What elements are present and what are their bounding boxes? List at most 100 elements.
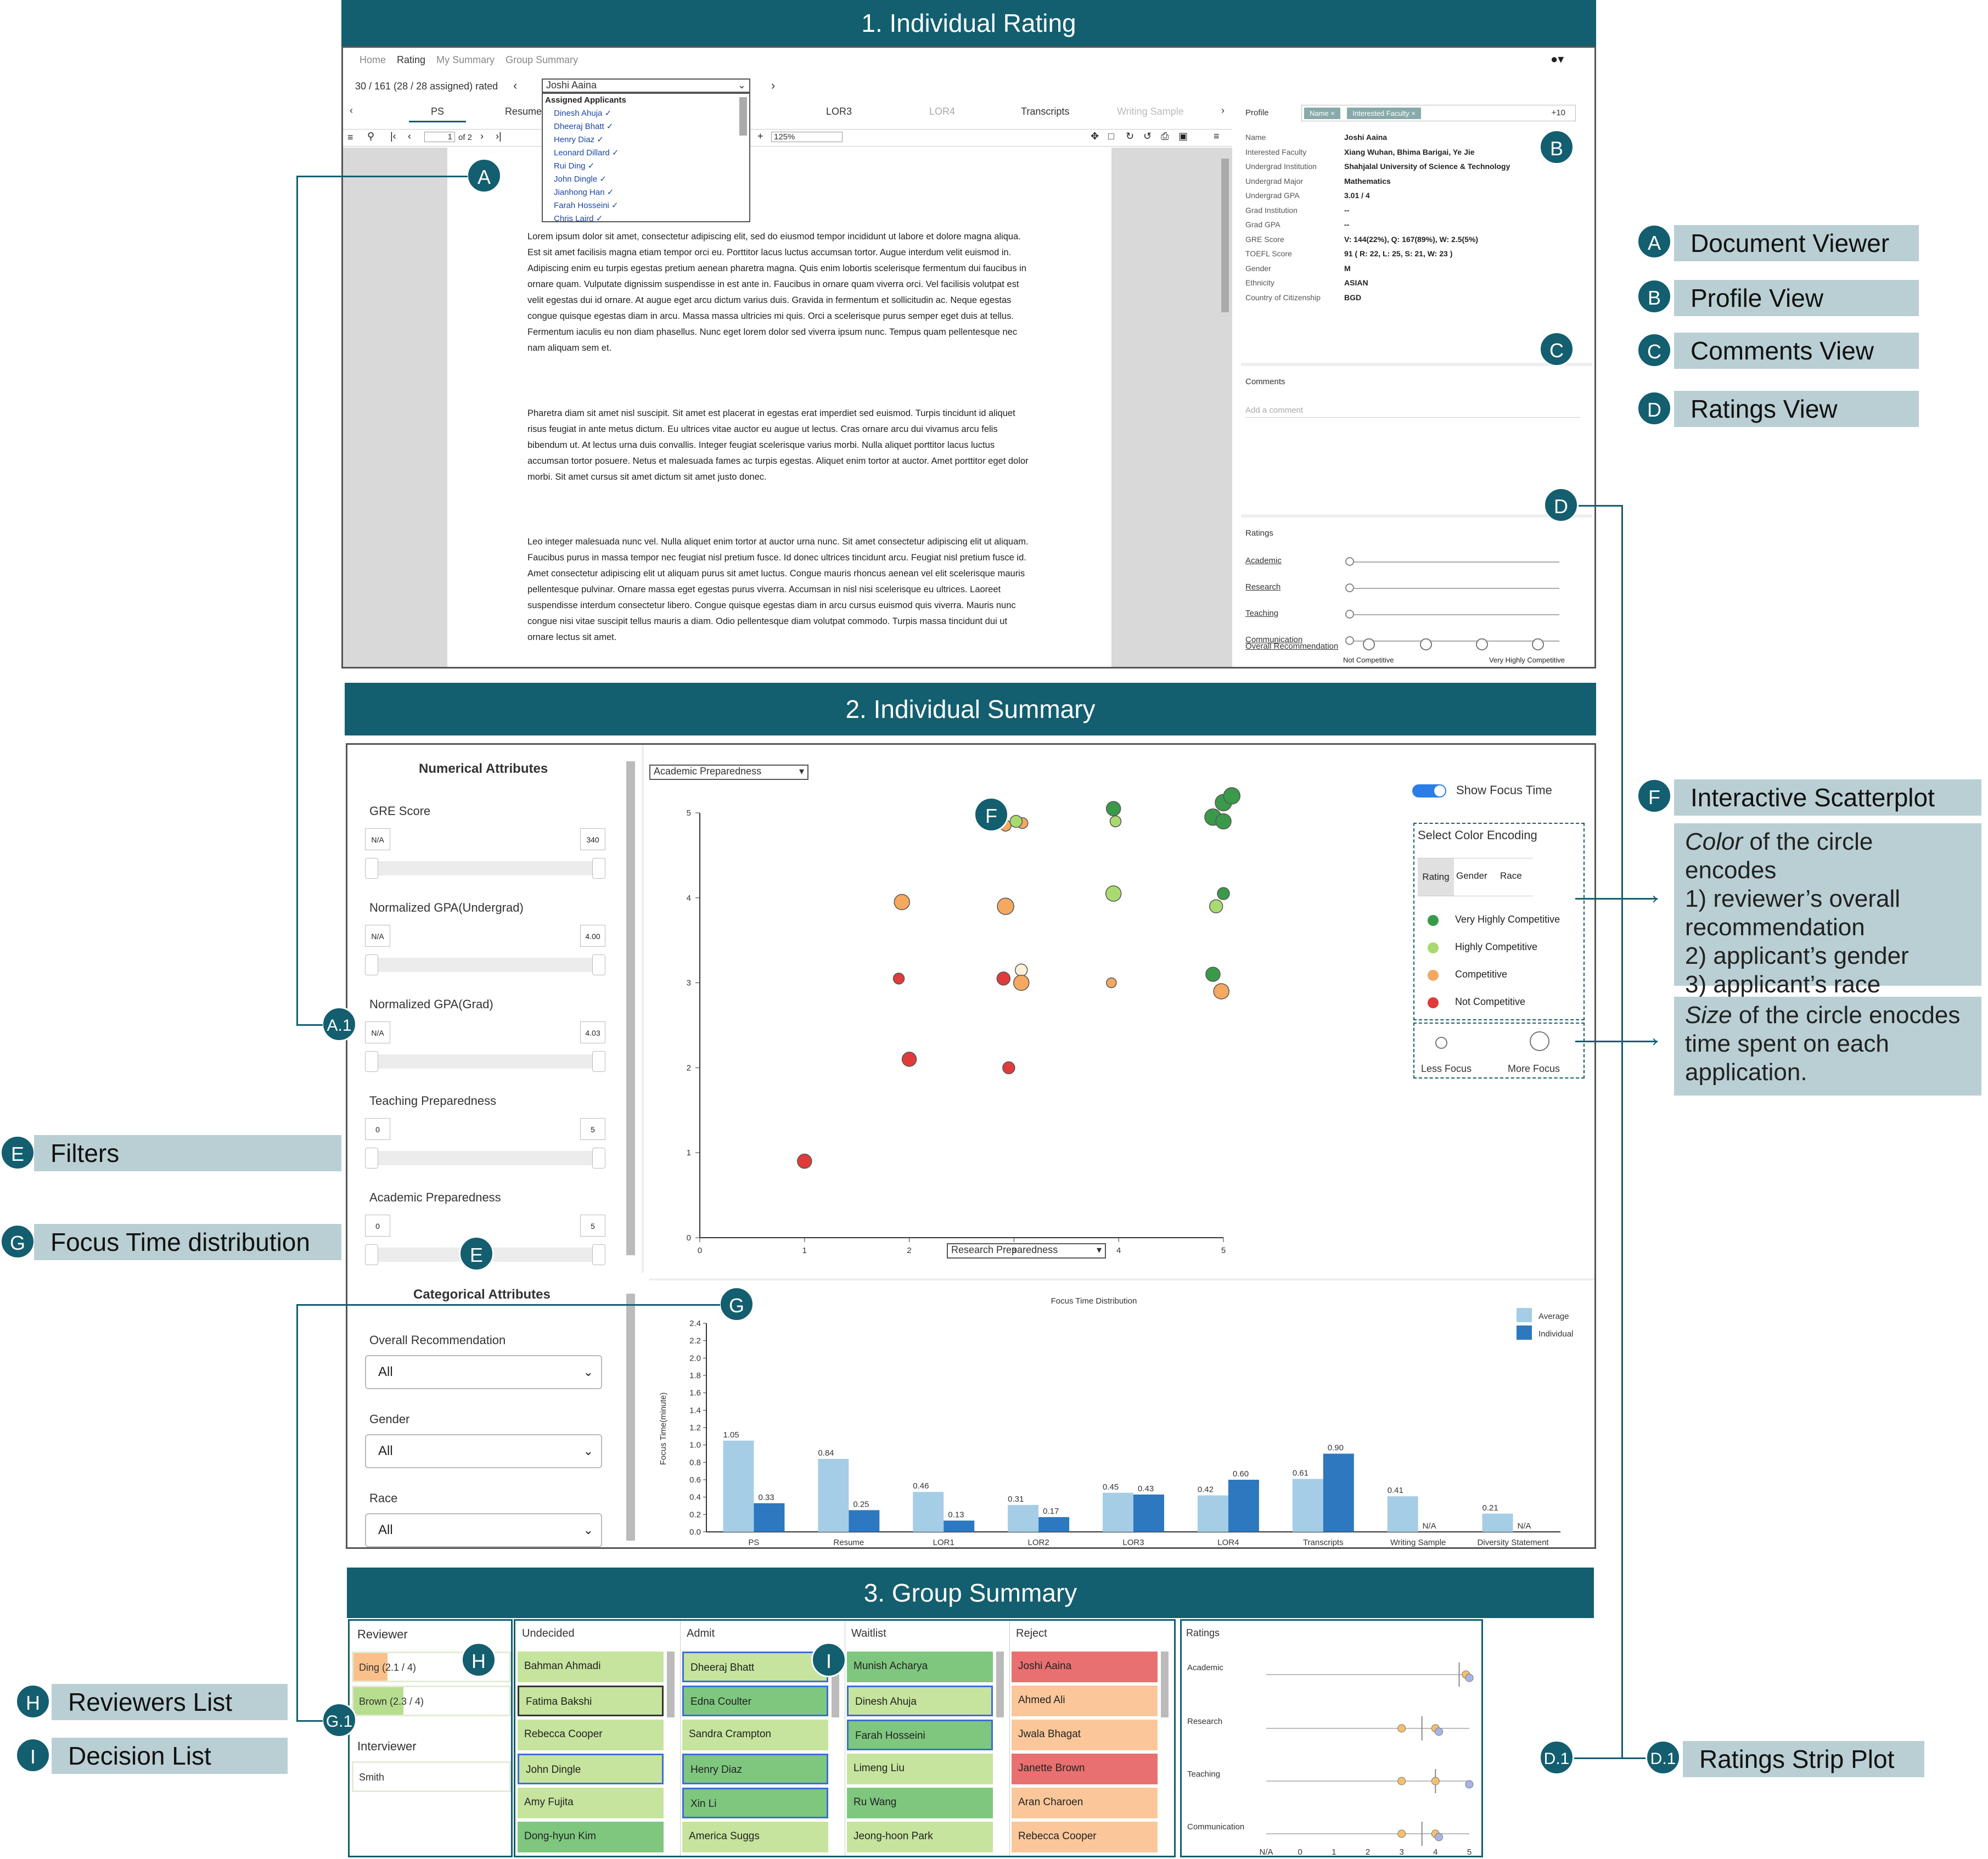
tab-next-icon[interactable]: › bbox=[1221, 105, 1225, 116]
scatter-point[interactable] bbox=[1223, 787, 1241, 805]
scatter-point[interactable] bbox=[797, 1153, 812, 1169]
x-axis-select[interactable]: Research Preparedness ▾ bbox=[947, 1243, 1106, 1259]
tab-transcripts[interactable]: Transcripts bbox=[1021, 106, 1070, 117]
bar-individual[interactable] bbox=[1228, 1480, 1259, 1532]
decision-card[interactable]: Jeong-hoon Park bbox=[847, 1822, 993, 1852]
dropdown-item[interactable]: Dheeraj Bhatt ✓ bbox=[554, 122, 614, 131]
scatter-point[interactable] bbox=[1217, 887, 1230, 900]
filter-range-handle-min[interactable] bbox=[365, 1244, 378, 1265]
search-icon[interactable]: ⚲ bbox=[367, 131, 375, 142]
scatter-point[interactable] bbox=[1109, 815, 1122, 828]
cat-filter-select[interactable]: All ⌄ bbox=[365, 1513, 602, 1547]
tab-lor1[interactable]: LOR1 bbox=[919, 106, 946, 117]
page-input[interactable]: 1 bbox=[424, 132, 455, 142]
filter-min-input[interactable]: 0 bbox=[365, 1118, 390, 1140]
bar-average[interactable] bbox=[913, 1492, 944, 1532]
decision-card[interactable]: Amy Fujita bbox=[518, 1788, 664, 1818]
bar-individual[interactable] bbox=[754, 1503, 785, 1532]
sidebar-toggle-icon[interactable]: ≡ bbox=[347, 132, 353, 143]
rating-slider-knob[interactable] bbox=[1345, 610, 1354, 619]
bar-average[interactable] bbox=[723, 1440, 754, 1532]
filter-min-input[interactable]: N/A bbox=[365, 828, 390, 850]
decision-card[interactable]: Ru Wang bbox=[847, 1788, 993, 1818]
zoom-select[interactable]: 125% bbox=[771, 132, 843, 142]
dropdown-item[interactable]: Farah Hosseini ✓ bbox=[554, 201, 619, 210]
bar-average[interactable] bbox=[1387, 1496, 1418, 1532]
filter-scrollbar[interactable] bbox=[626, 761, 635, 1255]
bar-average[interactable] bbox=[1482, 1513, 1513, 1532]
y-axis-select[interactable]: Academic Preparedness ▾ bbox=[649, 765, 808, 780]
decision-card[interactable]: America Suggs bbox=[682, 1822, 828, 1852]
decision-card[interactable]: Farah Hosseini bbox=[847, 1720, 993, 1750]
bar-average[interactable] bbox=[818, 1459, 849, 1532]
bar-individual[interactable] bbox=[1133, 1494, 1164, 1532]
decision-card[interactable]: Dong-hyun Kim bbox=[518, 1822, 664, 1852]
nav-group-summary[interactable]: Group Summary bbox=[506, 54, 579, 65]
filter-min-input[interactable]: N/A bbox=[365, 925, 390, 947]
applicant-dropdown[interactable]: Assigned Applicants Dinesh Ahuja ✓ Dheer… bbox=[542, 93, 750, 223]
scatter-point[interactable] bbox=[1013, 974, 1030, 991]
decision-card[interactable]: John Dingle bbox=[518, 1754, 664, 1784]
decision-card[interactable]: Jwala Bhagat bbox=[1012, 1720, 1158, 1750]
decision-card[interactable]: Edna Coulter bbox=[682, 1686, 828, 1716]
scatter-point[interactable] bbox=[1105, 801, 1121, 817]
cat-scrollbar[interactable] bbox=[626, 1294, 635, 1541]
print-icon[interactable]: ⎙ bbox=[1161, 131, 1169, 142]
menu-icon[interactable]: ≡ bbox=[1214, 131, 1220, 142]
decision-col-scrollbar[interactable] bbox=[1161, 1652, 1169, 1717]
scatter-point[interactable] bbox=[1002, 1061, 1015, 1075]
tab-writing-sample[interactable]: Writing Sample bbox=[1117, 106, 1184, 117]
scatter-point[interactable] bbox=[997, 897, 1014, 916]
tab-race[interactable]: Race bbox=[1500, 870, 1522, 881]
scatter-point[interactable] bbox=[1213, 983, 1229, 999]
prev-applicant-icon[interactable]: ‹ bbox=[513, 78, 518, 92]
download-icon[interactable]: ▣ bbox=[1178, 131, 1188, 142]
overall-radio-2[interactable] bbox=[1420, 638, 1432, 650]
filter-range-handle-max[interactable] bbox=[592, 1244, 605, 1265]
decision-card[interactable]: Limeng Liu bbox=[847, 1754, 993, 1784]
rotate-cw-icon[interactable]: ↻ bbox=[1126, 131, 1135, 142]
filter-range-handle-min[interactable] bbox=[365, 1051, 378, 1072]
overall-radio-1[interactable] bbox=[1363, 638, 1375, 650]
filter-min-input[interactable]: N/A bbox=[365, 1021, 390, 1043]
select-icon[interactable]: □ bbox=[1108, 131, 1114, 142]
decision-card[interactable]: Henry Diaz bbox=[682, 1754, 828, 1784]
decision-card[interactable]: Rebecca Cooper bbox=[518, 1720, 664, 1750]
bar-individual[interactable] bbox=[1038, 1517, 1070, 1532]
dropdown-item[interactable]: Leonard Dillard ✓ bbox=[554, 148, 619, 158]
tab-ps[interactable]: PS bbox=[409, 106, 467, 122]
cat-filter-select[interactable]: All ⌄ bbox=[365, 1434, 602, 1468]
dropdown-scrollbar[interactable] bbox=[739, 97, 747, 136]
decision-card[interactable]: Sandra Crampton bbox=[682, 1720, 828, 1750]
applicant-select[interactable]: Joshi Aaina ⌄ bbox=[542, 78, 750, 93]
scatter-point[interactable] bbox=[1105, 885, 1122, 902]
bar-average[interactable] bbox=[1197, 1495, 1228, 1532]
focus-time-toggle[interactable] bbox=[1412, 784, 1446, 797]
prev-page-icon[interactable]: ‹ bbox=[408, 131, 411, 142]
next-page-icon[interactable]: › bbox=[480, 131, 484, 142]
filter-range-handle-max[interactable] bbox=[592, 858, 605, 879]
tab-prev-icon[interactable]: ‹ bbox=[350, 105, 353, 116]
more-fields[interactable]: +10 bbox=[1551, 108, 1565, 117]
rating-slider-knob[interactable] bbox=[1345, 636, 1354, 645]
comment-input[interactable]: Add a comment bbox=[1245, 406, 1580, 418]
dropdown-item[interactable]: John Dingle ✓ bbox=[554, 175, 606, 184]
interviewer-item[interactable]: Smith bbox=[352, 1761, 511, 1792]
dropdown-item[interactable]: Dinesh Ahuja ✓ bbox=[554, 109, 612, 118]
bar-average[interactable] bbox=[1103, 1492, 1133, 1532]
scatter-point[interactable] bbox=[1205, 967, 1221, 982]
bar-individual[interactable] bbox=[849, 1510, 880, 1532]
filter-range-handle-max[interactable] bbox=[592, 1051, 605, 1072]
decision-card[interactable]: Ahmed Ali bbox=[1012, 1686, 1158, 1716]
filter-max-input[interactable]: 5 bbox=[580, 1118, 605, 1140]
user-icon[interactable]: ●▾ bbox=[1551, 52, 1564, 66]
filter-range-handle-max[interactable] bbox=[592, 954, 605, 975]
filter-range-handle-min[interactable] bbox=[365, 954, 378, 975]
filter-max-input[interactable]: 4.03 bbox=[580, 1021, 605, 1043]
scatter-point[interactable] bbox=[996, 971, 1011, 986]
scatter-point[interactable] bbox=[1209, 899, 1223, 914]
filter-range-handle-min[interactable] bbox=[365, 858, 378, 879]
scatter-point[interactable] bbox=[1009, 815, 1023, 828]
filter-max-input[interactable]: 340 bbox=[580, 828, 605, 850]
scatter-point[interactable] bbox=[892, 973, 905, 985]
